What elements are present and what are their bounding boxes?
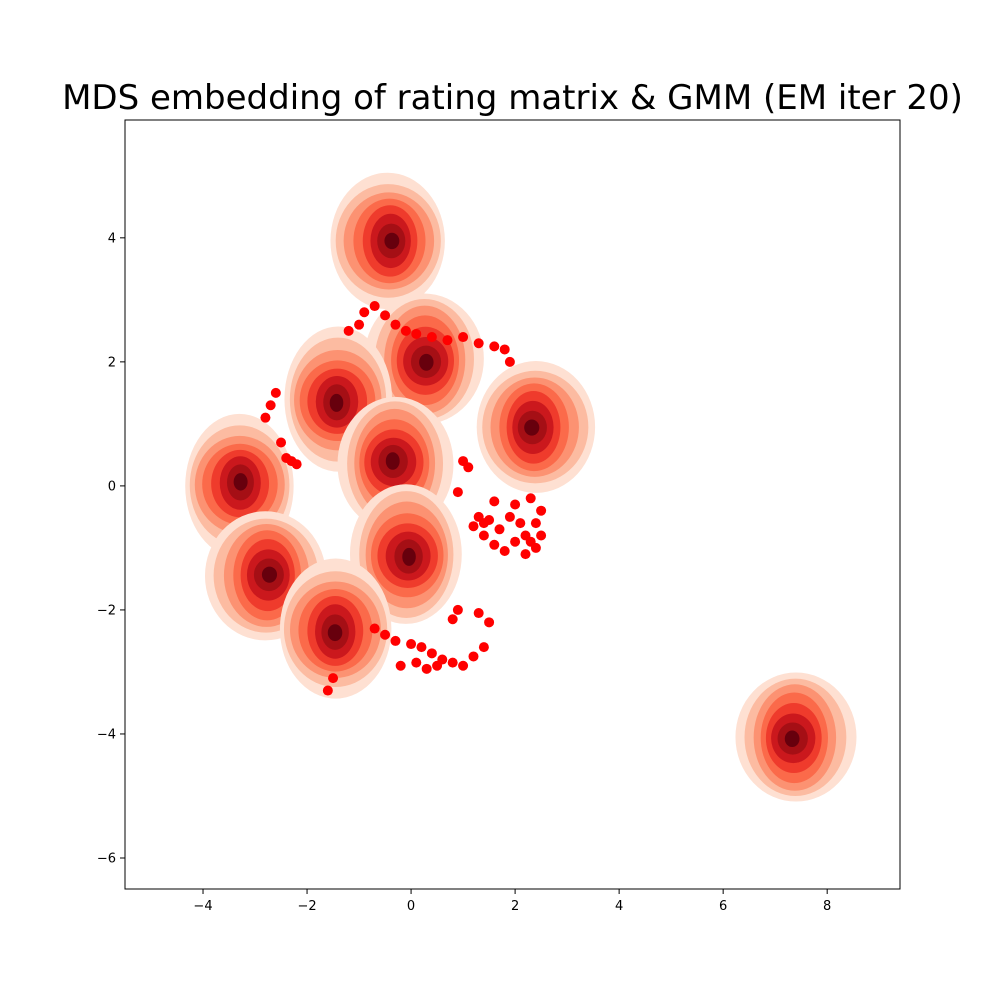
x-tick-label: 4 bbox=[615, 899, 623, 914]
scatter-point bbox=[494, 524, 505, 535]
density-contour-level bbox=[402, 547, 416, 566]
y-tick-label: 4 bbox=[108, 231, 116, 246]
density-contour-level bbox=[233, 473, 248, 491]
x-tick-label: 8 bbox=[823, 899, 831, 914]
scatter-point bbox=[359, 307, 370, 318]
scatter-point bbox=[442, 335, 453, 346]
scatter-point bbox=[380, 310, 391, 321]
y-tick-label: 2 bbox=[108, 355, 116, 370]
density-contour-level bbox=[384, 232, 400, 250]
scatter-point bbox=[468, 651, 479, 662]
scatter-point bbox=[452, 487, 463, 498]
scatter-point bbox=[499, 344, 510, 355]
scatter-point bbox=[421, 663, 432, 674]
scatter-point bbox=[395, 660, 406, 671]
density-contour-level bbox=[329, 393, 344, 412]
x-tick-label: −4 bbox=[193, 899, 212, 914]
scatter-point bbox=[478, 530, 489, 541]
scatter-point bbox=[520, 549, 531, 560]
scatter-point bbox=[426, 648, 437, 659]
gmm-component bbox=[185, 413, 294, 558]
y-axis-ticks: −6 −4 −2 0 2 4 bbox=[97, 231, 125, 866]
gmm-component bbox=[476, 361, 596, 493]
scatter-point bbox=[354, 319, 365, 330]
scatter-point bbox=[458, 332, 469, 343]
scatter-point bbox=[411, 328, 422, 339]
scatter-point bbox=[499, 546, 510, 557]
scatter-point bbox=[504, 356, 515, 367]
gmm-component bbox=[364, 293, 484, 425]
scatter-point bbox=[291, 459, 302, 470]
scatter-point bbox=[369, 301, 380, 312]
scatter-point bbox=[432, 660, 443, 671]
scatter-point bbox=[447, 614, 458, 625]
scatter-point bbox=[484, 515, 495, 526]
scatter-point bbox=[390, 319, 401, 330]
y-tick-label: −6 bbox=[97, 851, 116, 866]
scatter-point bbox=[489, 496, 500, 507]
scatter-point bbox=[458, 660, 469, 671]
gmm-component bbox=[349, 484, 462, 624]
x-axis-ticks: −4 −2 0 2 4 6 8 bbox=[193, 889, 831, 914]
density-contour-level bbox=[784, 730, 800, 748]
scatter-point bbox=[468, 521, 479, 532]
density-contour-level bbox=[419, 353, 434, 371]
scatter-point bbox=[426, 332, 437, 343]
scatter-point bbox=[463, 462, 474, 473]
scatter-point bbox=[343, 325, 354, 336]
scatter-point bbox=[328, 673, 339, 684]
density-contour-level bbox=[261, 566, 278, 583]
x-tick-label: −2 bbox=[297, 899, 316, 914]
gmm-component bbox=[279, 558, 392, 699]
x-tick-label: 2 bbox=[511, 899, 519, 914]
scatter-point bbox=[525, 493, 536, 504]
scatter-point bbox=[473, 608, 484, 619]
scatter-point bbox=[390, 635, 401, 646]
scatter-point bbox=[270, 387, 281, 398]
scatter-point bbox=[452, 604, 463, 615]
y-tick-label: −4 bbox=[97, 727, 116, 742]
scatter-point bbox=[478, 642, 489, 653]
scatter-point bbox=[276, 437, 287, 448]
scatter-point bbox=[400, 325, 411, 336]
x-tick-label: 0 bbox=[407, 899, 415, 914]
scatter-point bbox=[473, 338, 484, 349]
scatter-point bbox=[530, 518, 541, 529]
scatter-points bbox=[260, 301, 547, 696]
scatter-point bbox=[406, 639, 417, 650]
scatter-point bbox=[536, 505, 547, 516]
scatter-point bbox=[322, 685, 333, 696]
axes-frame bbox=[124, 119, 901, 890]
scatter-point bbox=[281, 452, 292, 463]
gmm-component bbox=[330, 172, 445, 310]
scatter-point bbox=[260, 412, 271, 423]
scatter-point bbox=[369, 623, 380, 634]
gmm-component bbox=[735, 672, 857, 802]
x-tick-label: 6 bbox=[719, 899, 727, 914]
scatter-point bbox=[484, 617, 495, 628]
scatter-point bbox=[380, 629, 391, 640]
scatter-point bbox=[510, 536, 521, 547]
y-tick-label: 0 bbox=[108, 479, 116, 494]
scatter-point bbox=[515, 518, 526, 529]
scatter-point bbox=[416, 642, 427, 653]
density-contour-level bbox=[327, 624, 343, 642]
scatter-point bbox=[536, 530, 547, 541]
scatter-point bbox=[510, 499, 521, 510]
density-contour-level bbox=[385, 452, 400, 470]
chart-title: MDS embedding of rating matrix & GMM (EM… bbox=[62, 78, 963, 118]
scatter-point bbox=[447, 657, 458, 668]
scatter-point bbox=[265, 400, 276, 411]
scatter-point bbox=[411, 657, 422, 668]
scatter-point bbox=[489, 341, 500, 352]
scatter-point bbox=[489, 539, 500, 550]
density-contour-level bbox=[524, 419, 540, 436]
y-tick-label: −2 bbox=[97, 603, 116, 618]
scatter-point bbox=[504, 511, 515, 522]
scatter-point bbox=[530, 542, 541, 553]
gmm-density-contours bbox=[185, 172, 857, 802]
